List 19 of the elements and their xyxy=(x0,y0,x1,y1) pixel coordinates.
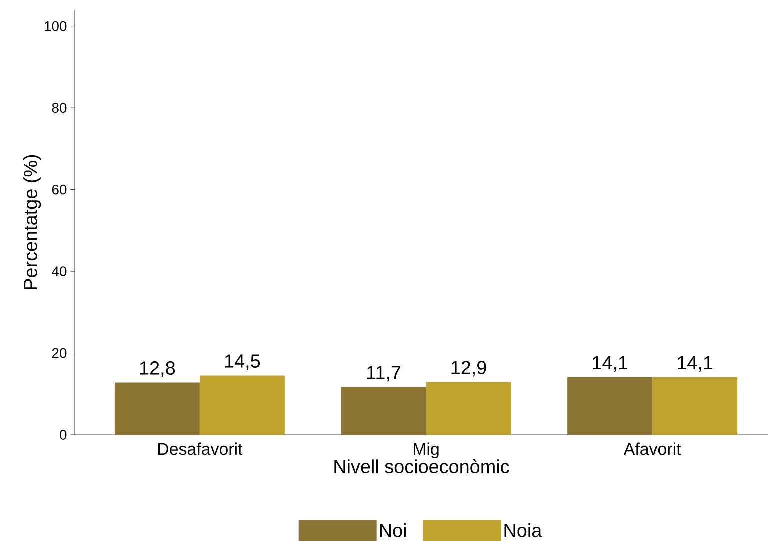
y-tick-label: 80 xyxy=(52,103,67,114)
legend-label: Noi xyxy=(380,523,406,538)
data-label: 11,7 xyxy=(367,366,401,382)
y-axis-title: Percentatge (%) xyxy=(23,155,42,290)
data-label: 14,5 xyxy=(225,354,260,370)
y-tick-label: 40 xyxy=(52,266,67,276)
y-tick-label: 100 xyxy=(45,21,67,32)
x-tick-label: Desafavorit xyxy=(158,442,243,456)
y-tick-label: 20 xyxy=(52,348,67,358)
x-axis-title: Nivell socioeconòmic xyxy=(334,459,510,474)
data-label: 12,9 xyxy=(452,361,486,377)
data-label: 14,1 xyxy=(678,356,713,372)
legend-label: Noia xyxy=(504,523,542,538)
data-label: 12,8 xyxy=(140,362,176,378)
x-tick-label: Afavorit xyxy=(624,442,682,456)
y-tick-label: 0 xyxy=(60,430,67,440)
data-label: 14,1 xyxy=(593,356,628,372)
x-tick-label: Mig xyxy=(414,442,439,459)
y-tick-label: 60 xyxy=(52,184,67,195)
